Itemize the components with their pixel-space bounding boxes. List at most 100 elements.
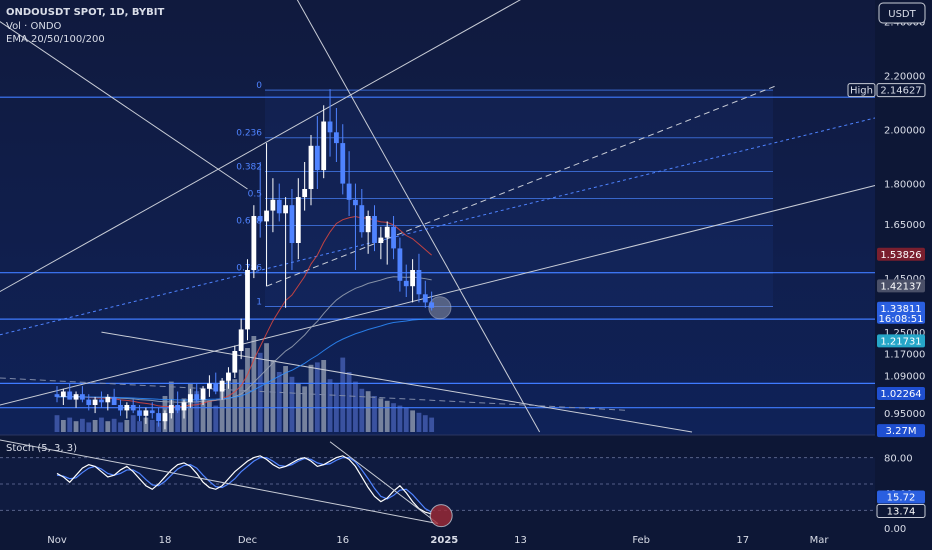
volume-bar	[60, 420, 66, 432]
volume-bar	[86, 422, 92, 432]
candle-body	[429, 302, 435, 308]
candle	[213, 372, 219, 395]
volume-bar	[378, 398, 384, 432]
candle	[73, 391, 79, 408]
candle-body	[226, 372, 231, 381]
candle-body	[245, 270, 250, 330]
candle	[226, 367, 231, 389]
candle-body	[372, 216, 377, 243]
candle-body	[327, 121, 333, 133]
trend-lines[interactable]	[0, 0, 883, 433]
candle-body	[283, 205, 288, 214]
candle	[308, 135, 314, 206]
volume-bar	[365, 391, 371, 432]
candle-body	[257, 216, 263, 222]
candle	[219, 378, 225, 400]
stoch-trend-line	[329, 441, 439, 524]
candle-body	[321, 121, 327, 171]
candle-body	[295, 197, 301, 243]
candle	[92, 396, 98, 414]
fib-level-label: 0.786	[236, 264, 262, 274]
time-tick-label: 2025	[430, 535, 458, 546]
price-tag-value: 2.14627	[880, 86, 921, 97]
price-tag	[877, 301, 925, 324]
time-tick-label: 17	[736, 535, 749, 546]
time-tick-label: Nov	[47, 535, 67, 546]
candle-body	[175, 405, 181, 411]
candle-body	[410, 270, 415, 287]
candle	[124, 402, 130, 419]
trend-line-lower	[101, 331, 693, 433]
volume-bar	[353, 381, 358, 432]
candle	[289, 189, 295, 270]
candle	[302, 162, 308, 211]
candle	[251, 205, 257, 279]
volume-bar	[118, 422, 123, 432]
ema-legend[interactable]: EMA 20/50/100/200	[6, 34, 105, 45]
price-tag-value: 3.27M	[886, 426, 917, 437]
candle-body	[168, 405, 174, 414]
candle	[353, 183, 358, 270]
stoch-value-tag	[877, 490, 925, 504]
candle	[99, 391, 104, 408]
candle-body	[365, 216, 371, 233]
stoch-k-line	[56, 455, 432, 515]
candle-body	[391, 226, 396, 249]
candle-body	[118, 405, 123, 411]
candle-body	[276, 199, 282, 214]
stoch-legend[interactable]: Stoch (5, 3, 3)	[6, 443, 77, 454]
volume-bar	[245, 348, 250, 432]
candle-body	[314, 145, 320, 171]
candle	[340, 124, 346, 195]
volume-bar	[302, 386, 308, 432]
candle	[181, 399, 187, 419]
volume-legend[interactable]: Vol · ONDO	[6, 21, 62, 32]
volume-bar	[207, 400, 212, 432]
stoch-band	[0, 457, 875, 511]
time-tick-label: 16	[336, 535, 349, 546]
volume-bar	[321, 360, 327, 432]
fib-retracement[interactable]: 0 0.236 0.382 0.5 0.618 0.786 1	[236, 81, 773, 307]
candle-body	[403, 280, 409, 287]
volume-bar	[270, 360, 276, 432]
volume-bar	[283, 366, 288, 432]
time-axis-labels: Nov 18 Dec 16 2025 13 Feb 17 Mar	[47, 535, 829, 546]
stoch-value-tag	[876, 504, 926, 518]
volume-bar	[384, 400, 390, 432]
candle-body	[416, 270, 422, 295]
candles	[54, 89, 435, 430]
price-tag	[876, 83, 926, 98]
candle	[422, 280, 428, 308]
price-tick-label: 2.00000	[884, 126, 925, 137]
candle	[200, 386, 206, 405]
stoch-tick-label: 0.00	[884, 524, 906, 535]
volume-bar	[156, 422, 161, 432]
candle	[111, 388, 117, 405]
fib-level-label: 0.5	[248, 189, 262, 199]
volume-bar	[111, 418, 117, 432]
symbol-legend[interactable]: ONDOUSDT SPOT, 1D, BYBIT	[6, 7, 165, 18]
volume-bar	[73, 421, 79, 432]
candle	[245, 259, 250, 341]
volume-bar	[130, 415, 136, 432]
volume-bar	[410, 410, 415, 432]
candle	[207, 375, 212, 397]
fib-level-label: 0.236	[236, 129, 262, 139]
horizontal-levels[interactable]	[0, 96, 875, 409]
time-tick-label: Mar	[810, 535, 830, 546]
currency-button[interactable]: USDT	[878, 2, 926, 24]
candle	[118, 399, 123, 416]
candle	[149, 402, 155, 419]
volume-bar	[226, 374, 231, 432]
time-tick-label: 13	[514, 535, 527, 546]
candle-body	[99, 399, 104, 403]
volume-bar	[340, 357, 346, 432]
time-tick-label: Dec	[238, 535, 257, 546]
volume-bar	[416, 412, 422, 432]
candle-body	[207, 383, 212, 389]
candle	[162, 410, 168, 430]
volume-bar	[143, 417, 149, 432]
candle	[60, 388, 66, 405]
